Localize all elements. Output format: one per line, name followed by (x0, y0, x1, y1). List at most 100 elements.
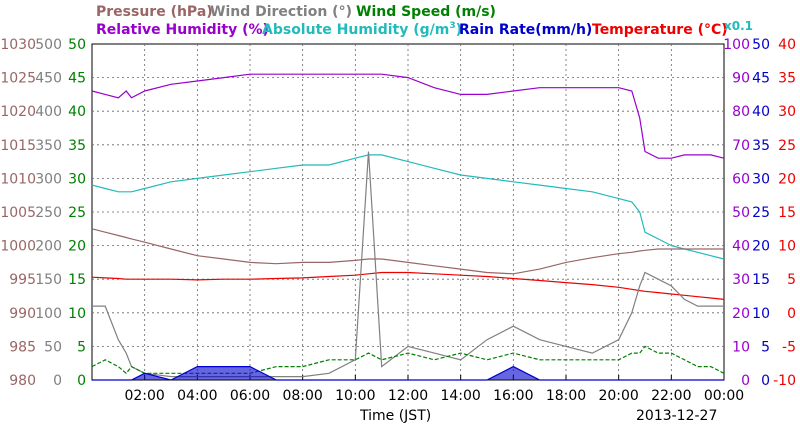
x-tick-label: 04:00 (177, 388, 217, 404)
wind-direction-tick-label: 350 (35, 138, 62, 154)
wind-speed-tick-label: 45 (68, 71, 86, 87)
pressure-tick-label: 1020 (0, 104, 36, 120)
temperature-tick-label: -10 (773, 373, 796, 389)
series-line-temperature-c (91, 271, 725, 300)
series-line-absolute-humidity-g-m3 (91, 154, 725, 260)
relative-humidity-tick-label: 0 (741, 373, 750, 389)
pressure-axis-title: Pressure (hPa) (96, 4, 213, 20)
temperature-tick-label: 0 (787, 306, 796, 322)
x-tick-label: 18:00 (546, 388, 586, 404)
temperature-axis-title: Temperature (°C) (592, 22, 728, 38)
x-tick-label: 20:00 (598, 388, 638, 404)
wind-direction-tick-label: 300 (35, 171, 62, 187)
relative-humidity-tick-label: 10 (732, 339, 750, 355)
x-tick-label: 06:00 (230, 388, 270, 404)
absolute-humidity-title-sup: 3 (449, 21, 455, 31)
x-tick-label: 10:00 (335, 388, 375, 404)
wind-direction-tick-label: 450 (35, 71, 62, 87)
series-layer (91, 73, 725, 381)
wind-speed-tick-label: 15 (68, 272, 86, 288)
wind-speed-tick-label: 25 (68, 205, 86, 221)
temperature-tick-label: 15 (778, 205, 796, 221)
wind-direction-tick-label: 150 (35, 272, 62, 288)
wind-direction-tick-label: 100 (35, 306, 62, 322)
wind-direction-tick-label: 200 (35, 239, 62, 255)
wind-speed-tick-label: 5 (77, 339, 86, 355)
rain-rate-axis-title: Rain Rate(mm/h) (459, 22, 592, 38)
wind-direction-tick-label: 400 (35, 104, 62, 120)
temperature-tick-label: 40 (778, 37, 796, 53)
temperature-tick-label: 10 (778, 239, 796, 255)
rain-rate-tick-label: 50 (752, 37, 770, 53)
rain-rate-tick-label: 0 (761, 373, 770, 389)
rain-rate-tick-label: 25 (752, 205, 770, 221)
relative-humidity-tick-label: 30 (732, 272, 750, 288)
pressure-tick-label: 1000 (0, 239, 36, 255)
pressure-tick-label: 1025 (0, 71, 36, 87)
wind-direction-tick-label: 0 (53, 373, 62, 389)
x-tick-label: 12:00 (388, 388, 428, 404)
wind-speed-tick-label: 30 (68, 171, 86, 187)
wind-speed-axis-title: Wind Speed (m/s) (356, 4, 496, 20)
x-tick-label: 22:00 (651, 388, 691, 404)
absolute-humidity-title-close: ) (456, 22, 462, 38)
wind-speed-tick-label: 35 (68, 138, 86, 154)
relative-humidity-tick-label: 60 (732, 171, 750, 187)
pressure-tick-label: 980 (9, 373, 36, 389)
rain-rate-tick-label: 10 (752, 306, 770, 322)
wind-speed-tick-label: 10 (68, 306, 86, 322)
pressure-tick-label: 985 (9, 339, 36, 355)
pressure-tick-label: 1015 (0, 138, 36, 154)
x-tick-label: 08:00 (282, 388, 322, 404)
relative-humidity-tick-label: 40 (732, 239, 750, 255)
temperature-tick-label: 20 (778, 171, 796, 187)
temperature-tick-label: -5 (782, 339, 796, 355)
x-axis: 02:00 04:00 06:00 08:00 10:00 12:00 14:00 16:00… (124, 375, 744, 404)
wind-direction-axis-title: Wind Direction (°) (210, 4, 352, 20)
temperature-tick-label: 30 (778, 104, 796, 120)
wind-speed-tick-label: 50 (68, 37, 86, 53)
temperature-tick-label: 35 (778, 71, 796, 87)
rain-rate-tick-label: 45 (752, 71, 770, 87)
absolute-humidity-axis-title: Absolute Humidity (g/m3) (262, 21, 462, 38)
relative-humidity-tick-label: 90 (732, 71, 750, 87)
series-line-rain-rate-mm-h (92, 365, 724, 381)
series-line-relative-humidity (91, 73, 725, 159)
rain-rate-tick-label: 40 (752, 104, 770, 120)
pressure-tick-label: 995 (9, 272, 36, 288)
date-label: 2013-12-27 (636, 408, 717, 424)
relative-humidity-tick-label: 50 (732, 205, 750, 221)
y-axes: 9809859909951000100510101015102010251030… (0, 37, 796, 389)
x-axis-label: Time (JST) (359, 408, 431, 424)
scale-note-label: x0.1 (724, 19, 753, 33)
relative-humidity-tick-label: 80 (732, 104, 750, 120)
pressure-tick-label: 1010 (0, 171, 36, 187)
relative-humidity-tick-label: 20 (732, 306, 750, 322)
temperature-tick-label: 25 (778, 138, 796, 154)
series-line-wind-direction (92, 151, 724, 378)
pressure-tick-label: 1005 (0, 205, 36, 221)
x-tick-label: 14:00 (440, 388, 480, 404)
rain-rate-tick-label: 35 (752, 138, 770, 154)
series-line-pressure-hpa (91, 228, 724, 275)
wind-direction-tick-label: 500 (35, 37, 62, 53)
wind-speed-tick-label: 0 (77, 373, 86, 389)
rain-rate-tick-label: 15 (752, 272, 770, 288)
relative-humidity-tick-label: 70 (732, 138, 750, 154)
pressure-tick-label: 990 (9, 306, 36, 322)
series-line-wind-speed-m-s (91, 345, 725, 375)
rain-rate-tick-label: 30 (752, 171, 770, 187)
wind-speed-tick-label: 20 (68, 239, 86, 255)
x-tick-label: 02:00 (124, 388, 164, 404)
relative-humidity-axis-title: Relative Humidity (%) (96, 22, 269, 38)
absolute-humidity-title-text: Absolute Humidity (g/m (262, 22, 449, 38)
wind-speed-tick-label: 40 (68, 104, 86, 120)
rain-rate-tick-label: 5 (761, 339, 770, 355)
wind-direction-tick-label: 250 (35, 205, 62, 221)
temperature-tick-label: 5 (787, 272, 796, 288)
rain-rate-tick-label: 20 (752, 239, 770, 255)
pressure-tick-label: 1030 (0, 37, 36, 53)
wind-direction-tick-label: 50 (44, 339, 62, 355)
x-tick-label: 00:00 (704, 388, 744, 404)
